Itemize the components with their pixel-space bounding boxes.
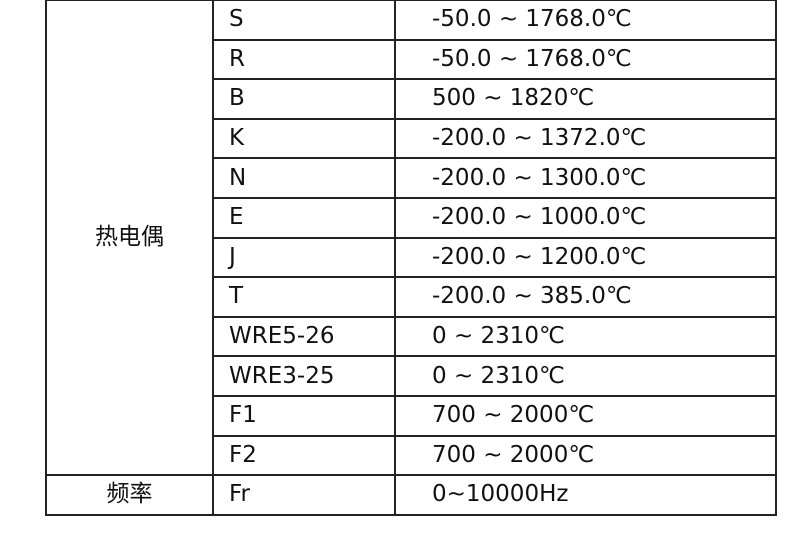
range-cell: 500 ~ 1820℃ xyxy=(394,78,777,120)
range-cell: 0 ~ 2310℃ xyxy=(394,315,777,358)
range-cell: 700 ~ 2000℃ xyxy=(394,434,777,477)
table-row: F1 700 ~ 2000℃ xyxy=(46,394,777,437)
table-row: WRE3-25 0 ~ 2310℃ xyxy=(46,355,777,397)
table-row: F2 700 ~ 2000℃ xyxy=(46,434,777,477)
table-row: J -200.0 ~ 1200.0℃ xyxy=(46,236,777,279)
range-cell: -50.0 ~ 1768.0℃ xyxy=(394,0,777,41)
type-cell: F1 xyxy=(212,394,396,437)
category-cell: 热电偶 xyxy=(45,0,214,477)
table-row: N -200.0 ~ 1300.0℃ xyxy=(46,157,777,199)
type-cell: E xyxy=(212,196,396,239)
type-cell: J xyxy=(212,236,396,279)
range-cell: -200.0 ~ 1200.0℃ xyxy=(394,236,777,279)
range-cell: -200.0 ~ 1000.0℃ xyxy=(394,196,777,239)
table-row: E -200.0 ~ 1000.0℃ xyxy=(46,196,777,239)
type-cell: S xyxy=(212,0,396,41)
type-cell: WRE3-25 xyxy=(212,355,396,397)
range-cell: 700 ~ 2000℃ xyxy=(394,394,777,437)
type-cell: Fr xyxy=(212,474,396,516)
table-row: 频率 Fr 0~10000Hz xyxy=(45,474,777,516)
table-row: T -200.0 ~ 385.0℃ xyxy=(46,276,777,318)
range-cell: -50.0 ~ 1768.0℃ xyxy=(394,38,777,81)
category-cell: 频率 xyxy=(45,474,214,516)
table-row: K -200.0 ~ 1372.0℃ xyxy=(46,117,777,160)
type-cell: N xyxy=(212,157,396,199)
table-row: 热电偶 S -50.0 ~ 1768.0℃ xyxy=(45,0,777,477)
type-cell: R xyxy=(212,38,396,81)
type-cell: K xyxy=(212,117,396,160)
spec-table: 热电偶 S -50.0 ~ 1768.0℃ R -50.0 ~ 1768.0℃ B 500 … xyxy=(45,0,777,516)
type-cell: B xyxy=(212,78,396,120)
table-row: B 500 ~ 1820℃ xyxy=(46,78,777,120)
type-cell: WRE5-26 xyxy=(212,315,396,358)
range-cell: 0 ~ 2310℃ xyxy=(394,355,777,397)
range-cell: -200.0 ~ 385.0℃ xyxy=(394,276,777,318)
type-cell: T xyxy=(212,276,396,318)
table-row: WRE5-26 0 ~ 2310℃ xyxy=(46,315,777,358)
type-cell: F2 xyxy=(212,434,396,477)
range-cell: 0~10000Hz xyxy=(394,474,777,516)
table-row: R -50.0 ~ 1768.0℃ xyxy=(46,38,777,81)
range-cell: -200.0 ~ 1372.0℃ xyxy=(394,117,777,160)
range-cell: -200.0 ~ 1300.0℃ xyxy=(394,157,777,199)
